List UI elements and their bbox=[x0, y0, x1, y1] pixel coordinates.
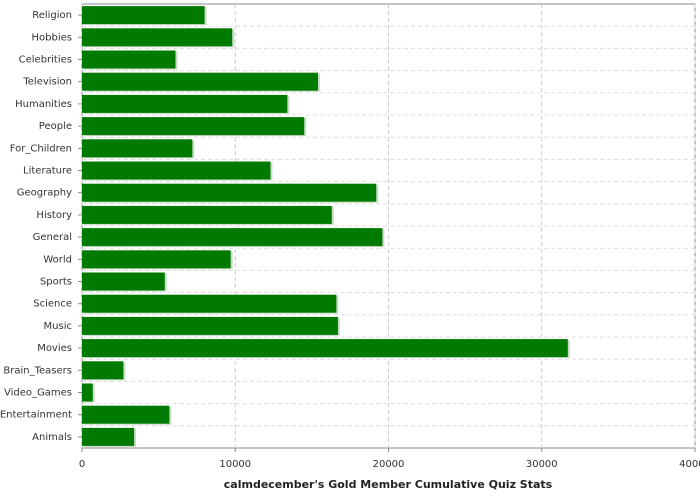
bar bbox=[82, 383, 93, 402]
bar bbox=[82, 72, 319, 91]
bar bbox=[82, 94, 288, 113]
bar bbox=[82, 272, 165, 291]
x-axis-label: calmdecember's Gold Member Cumulative Qu… bbox=[224, 478, 553, 491]
bar bbox=[82, 50, 176, 69]
y-tick-label: Brain_Teasers bbox=[3, 365, 72, 376]
x-tick-label: 30000 bbox=[526, 459, 558, 470]
bar bbox=[82, 183, 377, 202]
y-tick-label: Religion bbox=[32, 10, 72, 21]
bar bbox=[82, 161, 271, 180]
bar bbox=[82, 228, 383, 247]
x-tick-label: 10000 bbox=[219, 459, 251, 470]
y-tick-label: Humanities bbox=[15, 99, 72, 110]
y-tick-label: Entertainment bbox=[0, 410, 72, 421]
y-tick-label: Geography bbox=[17, 188, 72, 199]
y-tick-label: Celebrities bbox=[19, 55, 72, 66]
y-tick-label: General bbox=[33, 232, 72, 243]
y-tick-label: Video_Games bbox=[4, 388, 72, 399]
y-tick-label: Science bbox=[33, 299, 72, 310]
x-tick-label: 20000 bbox=[373, 459, 405, 470]
bar bbox=[82, 250, 231, 269]
y-tick-label: History bbox=[36, 210, 72, 221]
y-tick-label: Television bbox=[22, 77, 72, 88]
x-tick-label: 0 bbox=[79, 459, 85, 470]
bar bbox=[82, 117, 305, 136]
bar bbox=[82, 361, 124, 380]
bar bbox=[82, 28, 233, 47]
bar bbox=[82, 316, 338, 335]
y-tick-label: Literature bbox=[23, 166, 72, 177]
y-tick-label: For_Children bbox=[10, 143, 72, 154]
bar bbox=[82, 6, 205, 25]
x-tick-label: 40000 bbox=[679, 459, 700, 470]
bar bbox=[82, 339, 568, 358]
y-tick-label: People bbox=[39, 121, 72, 132]
y-tick-label: World bbox=[43, 254, 72, 265]
bar bbox=[82, 427, 135, 446]
bar bbox=[82, 405, 170, 424]
y-tick-label: Movies bbox=[37, 343, 72, 354]
y-tick-label: Animals bbox=[32, 432, 72, 443]
bar bbox=[82, 139, 193, 158]
y-tick-label: Music bbox=[44, 321, 72, 332]
bar bbox=[82, 294, 337, 313]
y-tick-label: Hobbies bbox=[32, 32, 72, 43]
bar bbox=[82, 205, 332, 224]
y-tick-label: Sports bbox=[40, 277, 72, 288]
